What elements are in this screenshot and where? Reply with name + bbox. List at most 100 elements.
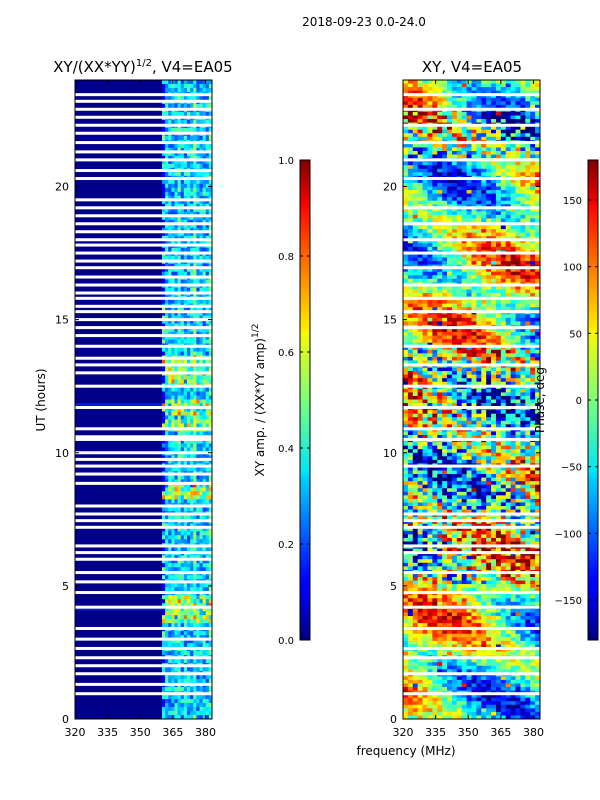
heatmap-cell [535,111,541,116]
heatmap-cell [171,299,175,305]
heatmap-cell [427,129,433,134]
heatmap-cell [208,699,213,704]
heatmap-cell [161,119,166,125]
heatmap-cell [491,303,497,308]
heatmap-cell [186,331,191,337]
heatmap-cell [471,207,477,212]
heatmap-cell [432,214,438,219]
heatmap-cell [471,197,477,202]
heatmap-cell [168,399,172,404]
heatmap-cell [180,619,185,624]
heatmap-cell [466,197,472,202]
heatmap-cell [202,619,207,624]
left-colorbar-label-exponent: 1/2 [251,324,261,338]
heatmap-cell [437,151,443,156]
heatmap-cell [535,278,541,283]
heatmap-cell [515,307,521,312]
heatmap-cell [168,263,172,269]
heatmap-cell [422,229,428,234]
heatmap-cell [456,335,463,340]
heatmap-cell [165,659,169,664]
heatmap-cell [190,443,194,448]
heatmap-cell [208,631,213,636]
heatmap-cell [174,527,179,532]
heatmap-cell [208,707,213,712]
heatmap-cell [442,289,448,294]
heatmap-cell [515,328,521,333]
heatmap-cell [190,563,194,568]
heatmap-cell [437,335,443,340]
left-colorbar: 0.00.20.40.60.81.0 [278,156,311,647]
left-heatmap-plot[interactable] [74,79,213,720]
heatmap-cell [417,111,424,116]
heatmap-cell [186,639,191,644]
heatmap-cell [417,271,424,276]
heatmap-cell [442,253,448,258]
heatmap-cell [461,207,468,212]
heatmap-cell [161,143,166,149]
heatmap-cell [205,459,210,464]
heatmap-cell [412,115,419,120]
heatmap-cell [505,257,512,262]
heatmap-cell [171,315,175,321]
heatmap-cell [196,487,200,492]
heatmap-cell [205,183,210,189]
heatmap-cell [427,332,433,337]
heatmap-cell [466,367,472,372]
heatmap-cell [535,332,541,337]
heatmap-cell [515,236,521,241]
heatmap-cell [456,151,463,156]
heatmap-cell [186,219,191,225]
heatmap-cell [491,126,497,131]
heatmap-cell [471,90,477,95]
heatmap-cell [510,253,517,258]
right-heatmap-plot[interactable] [402,79,541,720]
heatmap-cell [165,407,169,412]
heatmap-cell [168,695,172,700]
heatmap-cell [520,314,526,319]
heatmap-cell [174,507,179,512]
heatmap-cell [481,165,487,170]
heatmap-cell [168,119,172,125]
heatmap-cell [476,151,482,156]
heatmap-cell [174,239,179,245]
heatmap-cell [447,172,453,177]
heatmap-cell [196,703,200,708]
heatmap-cell [161,335,166,341]
heatmap-cell [202,423,207,428]
heatmap-cell [530,172,536,177]
heatmap-cell [505,154,512,159]
heatmap-cell [451,239,458,244]
heatmap-cell [193,183,197,189]
heatmap-cell [422,278,428,283]
heatmap-cell [481,257,487,262]
heatmap-cell [461,303,468,308]
heatmap-cell [177,315,182,321]
heatmap-cell [205,335,210,341]
heatmap-cell [205,195,210,201]
heatmap-cell [403,111,409,116]
heatmap-cell [505,168,512,173]
heatmap-cell [171,479,175,484]
heatmap-cell [427,293,433,298]
heatmap-cell [199,223,204,229]
heatmap-cell [174,639,179,644]
heatmap-cell [168,715,172,720]
heatmap-cell [168,599,172,604]
heatmap-cell [199,263,204,269]
heatmap-cell [407,232,414,237]
heatmap-cell [199,495,204,500]
heatmap-cell [456,115,463,120]
heatmap-cell [186,487,191,492]
heatmap-cell [471,243,477,248]
heatmap-cell [180,147,185,153]
heatmap-cell [427,218,433,223]
heatmap-cell [447,104,453,109]
heatmap-cell [407,339,414,344]
heatmap-cell [432,246,438,251]
heatmap-cell [535,193,541,198]
heatmap-cell [165,639,169,644]
heatmap-cell [432,371,438,376]
heatmap-cell [196,223,200,229]
heatmap-cell [486,243,492,248]
